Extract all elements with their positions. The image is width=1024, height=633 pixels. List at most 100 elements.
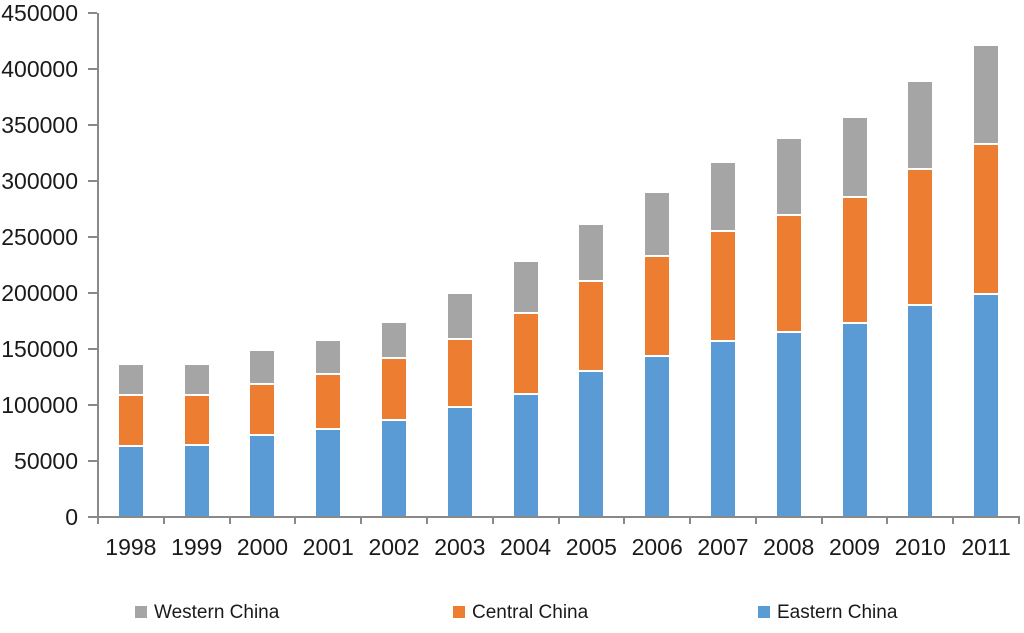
y-axis-tick-label: 150000 [1, 336, 78, 362]
legend-item-eastern-china: Eastern China [758, 599, 897, 627]
y-axis-tick-label: 100000 [1, 392, 78, 418]
bar-eastern-china-2000 [249, 435, 276, 517]
legend-marker-western-china-icon [135, 605, 147, 618]
x-axis-tick [294, 517, 297, 524]
y-axis-tick [88, 236, 97, 238]
bar-eastern-china-2001 [315, 428, 342, 517]
y-axis-tick-label: 350000 [1, 112, 78, 138]
x-axis-category-label: 2007 [697, 534, 749, 560]
legend-item-western-china: Western China [135, 599, 279, 627]
x-axis-tick [1018, 517, 1020, 524]
bar-central-china-2010 [907, 168, 934, 306]
x-axis-category-label: 2002 [368, 534, 420, 560]
bar-western-china-2005 [578, 223, 605, 281]
x-axis-tick [97, 517, 99, 524]
y-axis-tick [88, 124, 97, 126]
y-axis-tick [88, 180, 97, 182]
x-axis-tick [754, 517, 757, 524]
bar-western-china-2007 [709, 161, 736, 232]
x-axis-category-label: 1998 [105, 534, 157, 560]
x-axis-category-label: 2000 [236, 534, 289, 560]
y-axis-tick-label: 50000 [14, 448, 78, 474]
legend-marker-central-china-icon [453, 605, 465, 618]
bar-eastern-china-2010 [907, 305, 934, 517]
bar-eastern-china-2008 [775, 332, 802, 517]
bar-central-china-2007 [709, 231, 736, 342]
y-axis-tick [88, 68, 97, 70]
bar-central-china-2005 [578, 280, 605, 372]
bar-western-china-1999 [183, 363, 210, 395]
x-axis-category-label: 2005 [565, 534, 617, 560]
legend-label: Central China [472, 602, 589, 623]
bar-western-china-2004 [512, 260, 539, 314]
bar-western-china-2000 [249, 350, 276, 384]
x-axis-category-label: 2011 [961, 534, 1011, 560]
x-axis-tick [425, 517, 428, 524]
bar-central-china-2011 [973, 144, 1000, 295]
x-axis-category-label: 2010 [894, 534, 946, 560]
bar-western-china-2009 [841, 117, 868, 197]
x-axis-tick [557, 517, 560, 524]
x-axis-category-label: 2003 [434, 534, 486, 560]
y-axis-tick-label: 200000 [1, 280, 78, 306]
bar-eastern-china-2007 [709, 341, 736, 517]
bar-central-china-2004 [512, 313, 539, 394]
bar-eastern-china-2005 [578, 371, 605, 517]
bar-western-china-2002 [381, 322, 408, 358]
bar-eastern-china-2004 [512, 393, 539, 517]
y-axis-tick [88, 292, 97, 294]
bar-eastern-china-2002 [381, 419, 408, 517]
y-axis-tick [88, 12, 97, 14]
x-axis-tick [491, 517, 494, 524]
y-axis-tick-label: 450000 [1, 0, 78, 26]
x-axis-tick [162, 517, 165, 524]
bar-eastern-china-1998 [117, 446, 144, 517]
x-axis-tick [952, 517, 955, 524]
legend-item-central-china: Central China [453, 599, 588, 627]
bar-central-china-2000 [249, 383, 276, 436]
y-axis-tick [88, 404, 97, 406]
bar-eastern-china-2006 [644, 355, 671, 517]
y-axis-tick-label: 400000 [1, 56, 78, 82]
x-axis-tick [228, 517, 231, 524]
bar-eastern-china-1999 [183, 445, 210, 517]
y-axis-tick-label: 300000 [1, 168, 78, 194]
legend-label: Western China [154, 602, 280, 623]
y-axis-tick [88, 516, 97, 518]
x-axis-tick [360, 517, 363, 524]
bar-eastern-china-2009 [841, 323, 868, 517]
x-axis-category-label: 2009 [828, 534, 881, 560]
bar-central-china-2002 [381, 357, 408, 420]
legend-marker-eastern-china-icon [758, 605, 770, 618]
y-axis-tick-label: 0 [65, 504, 78, 530]
y-axis-tick-label: 250000 [1, 224, 78, 250]
x-axis-tick [623, 517, 626, 524]
legend: Western China Central China Eastern China [0, 599, 1024, 627]
x-axis-category-label: 2001 [302, 534, 354, 560]
bar-western-china-2008 [775, 138, 802, 215]
x-axis-category-label: 2004 [500, 534, 552, 560]
x-axis-tick [886, 517, 889, 524]
bar-western-china-2001 [315, 340, 342, 374]
bar-central-china-1999 [183, 394, 210, 446]
legend-label: Eastern China [777, 602, 898, 623]
bar-eastern-china-2011 [973, 294, 1000, 517]
y-axis-line [97, 13, 99, 518]
bar-central-china-2009 [841, 196, 868, 324]
x-axis-tick [820, 517, 823, 524]
bar-central-china-1998 [117, 394, 144, 447]
bar-central-china-2006 [644, 256, 671, 356]
x-axis-category-label: 2008 [763, 534, 815, 560]
bar-western-china-1998 [117, 363, 144, 395]
bar-western-china-2006 [644, 192, 671, 257]
bar-central-china-2001 [315, 373, 342, 429]
bar-western-china-2003 [446, 293, 473, 339]
x-axis-category-label: 2006 [631, 534, 683, 560]
y-axis-tick [88, 348, 97, 350]
x-axis-tick [689, 517, 692, 524]
bar-eastern-china-2003 [446, 407, 473, 517]
y-axis-tick [88, 460, 97, 462]
bar-western-china-2010 [907, 81, 934, 169]
x-axis-category-label: 1999 [171, 534, 223, 560]
